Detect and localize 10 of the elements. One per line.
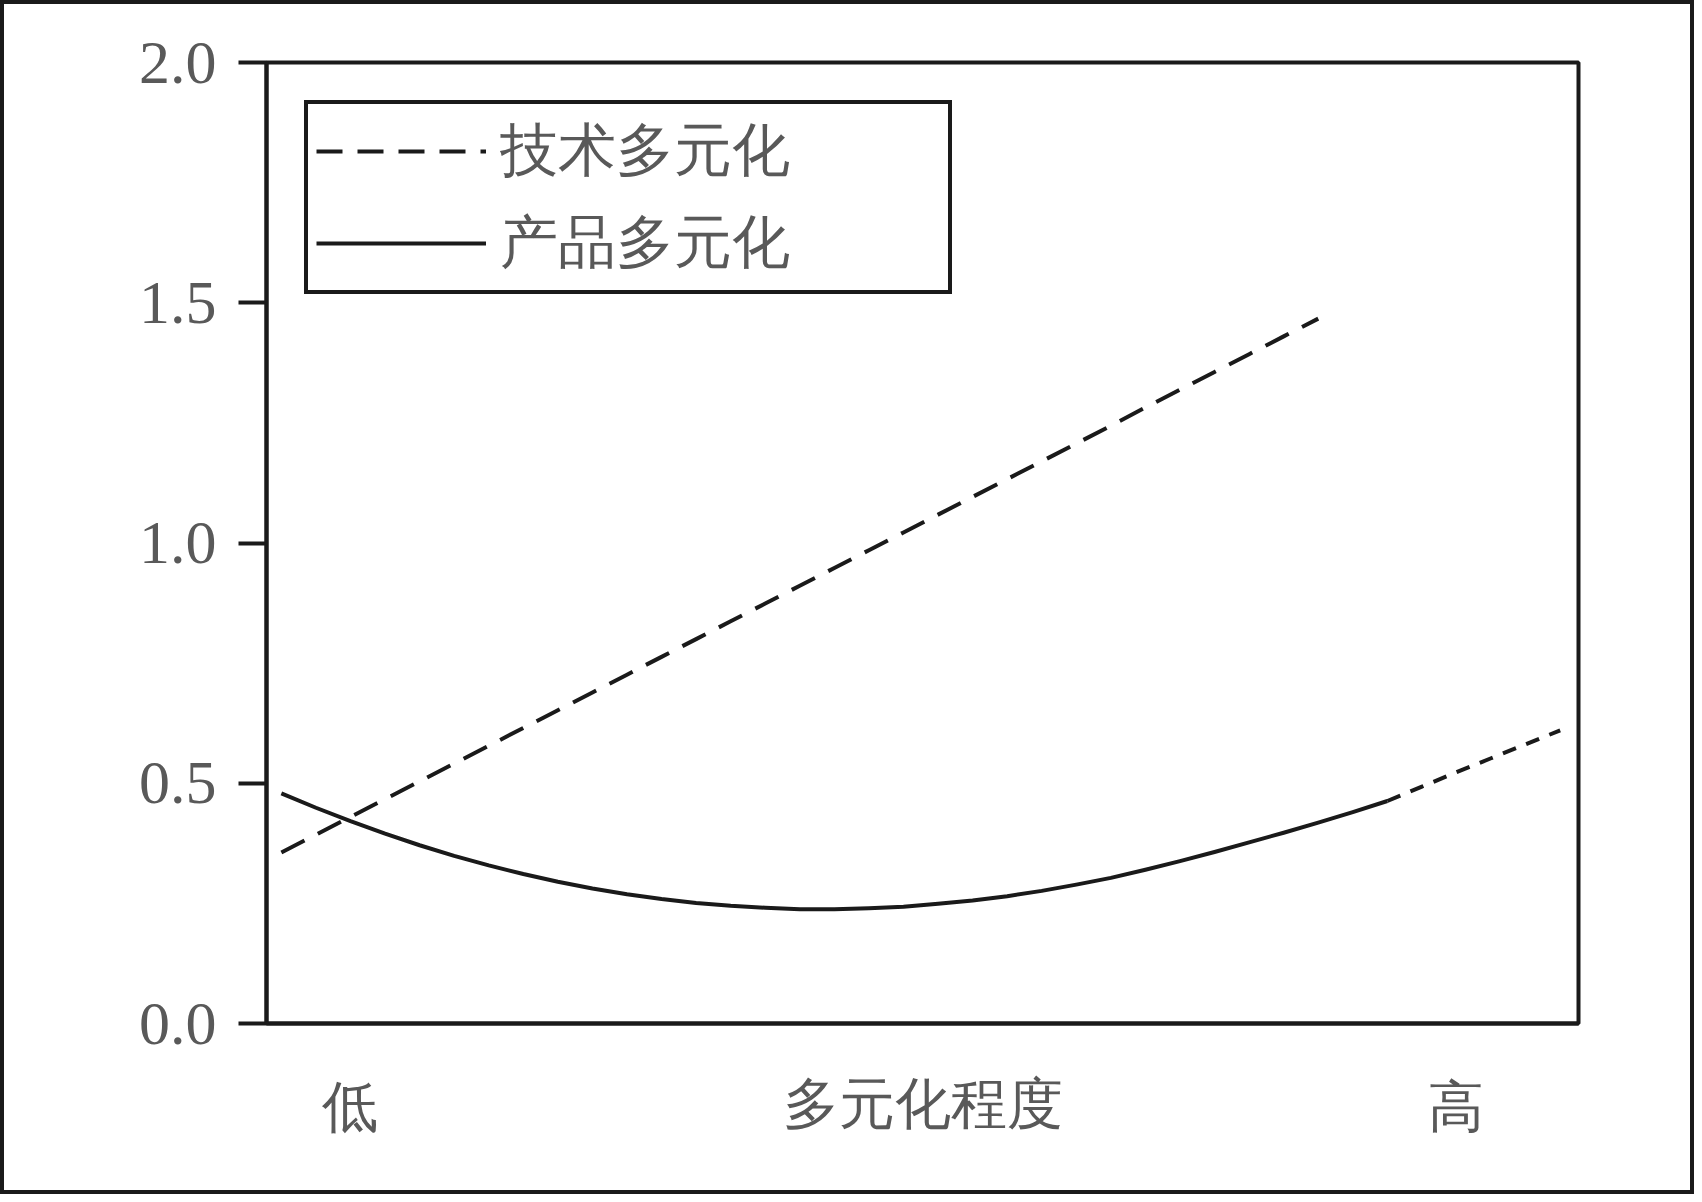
y-tick-label: 1.5	[139, 267, 217, 336]
y-tick-label: 0.0	[139, 988, 217, 1057]
y-tick-label: 0.5	[139, 748, 217, 817]
legend-label: 产品多元化	[500, 209, 791, 277]
y-tick-label: 2.0	[139, 27, 217, 96]
x-tick-label: 高	[1428, 1075, 1485, 1138]
x-axis-title: 多元化程度	[782, 1072, 1063, 1135]
legend-label: 技术多元化	[500, 117, 791, 185]
x-tick-label: 低	[322, 1075, 379, 1138]
y-tick-label: 1.0	[139, 508, 217, 576]
